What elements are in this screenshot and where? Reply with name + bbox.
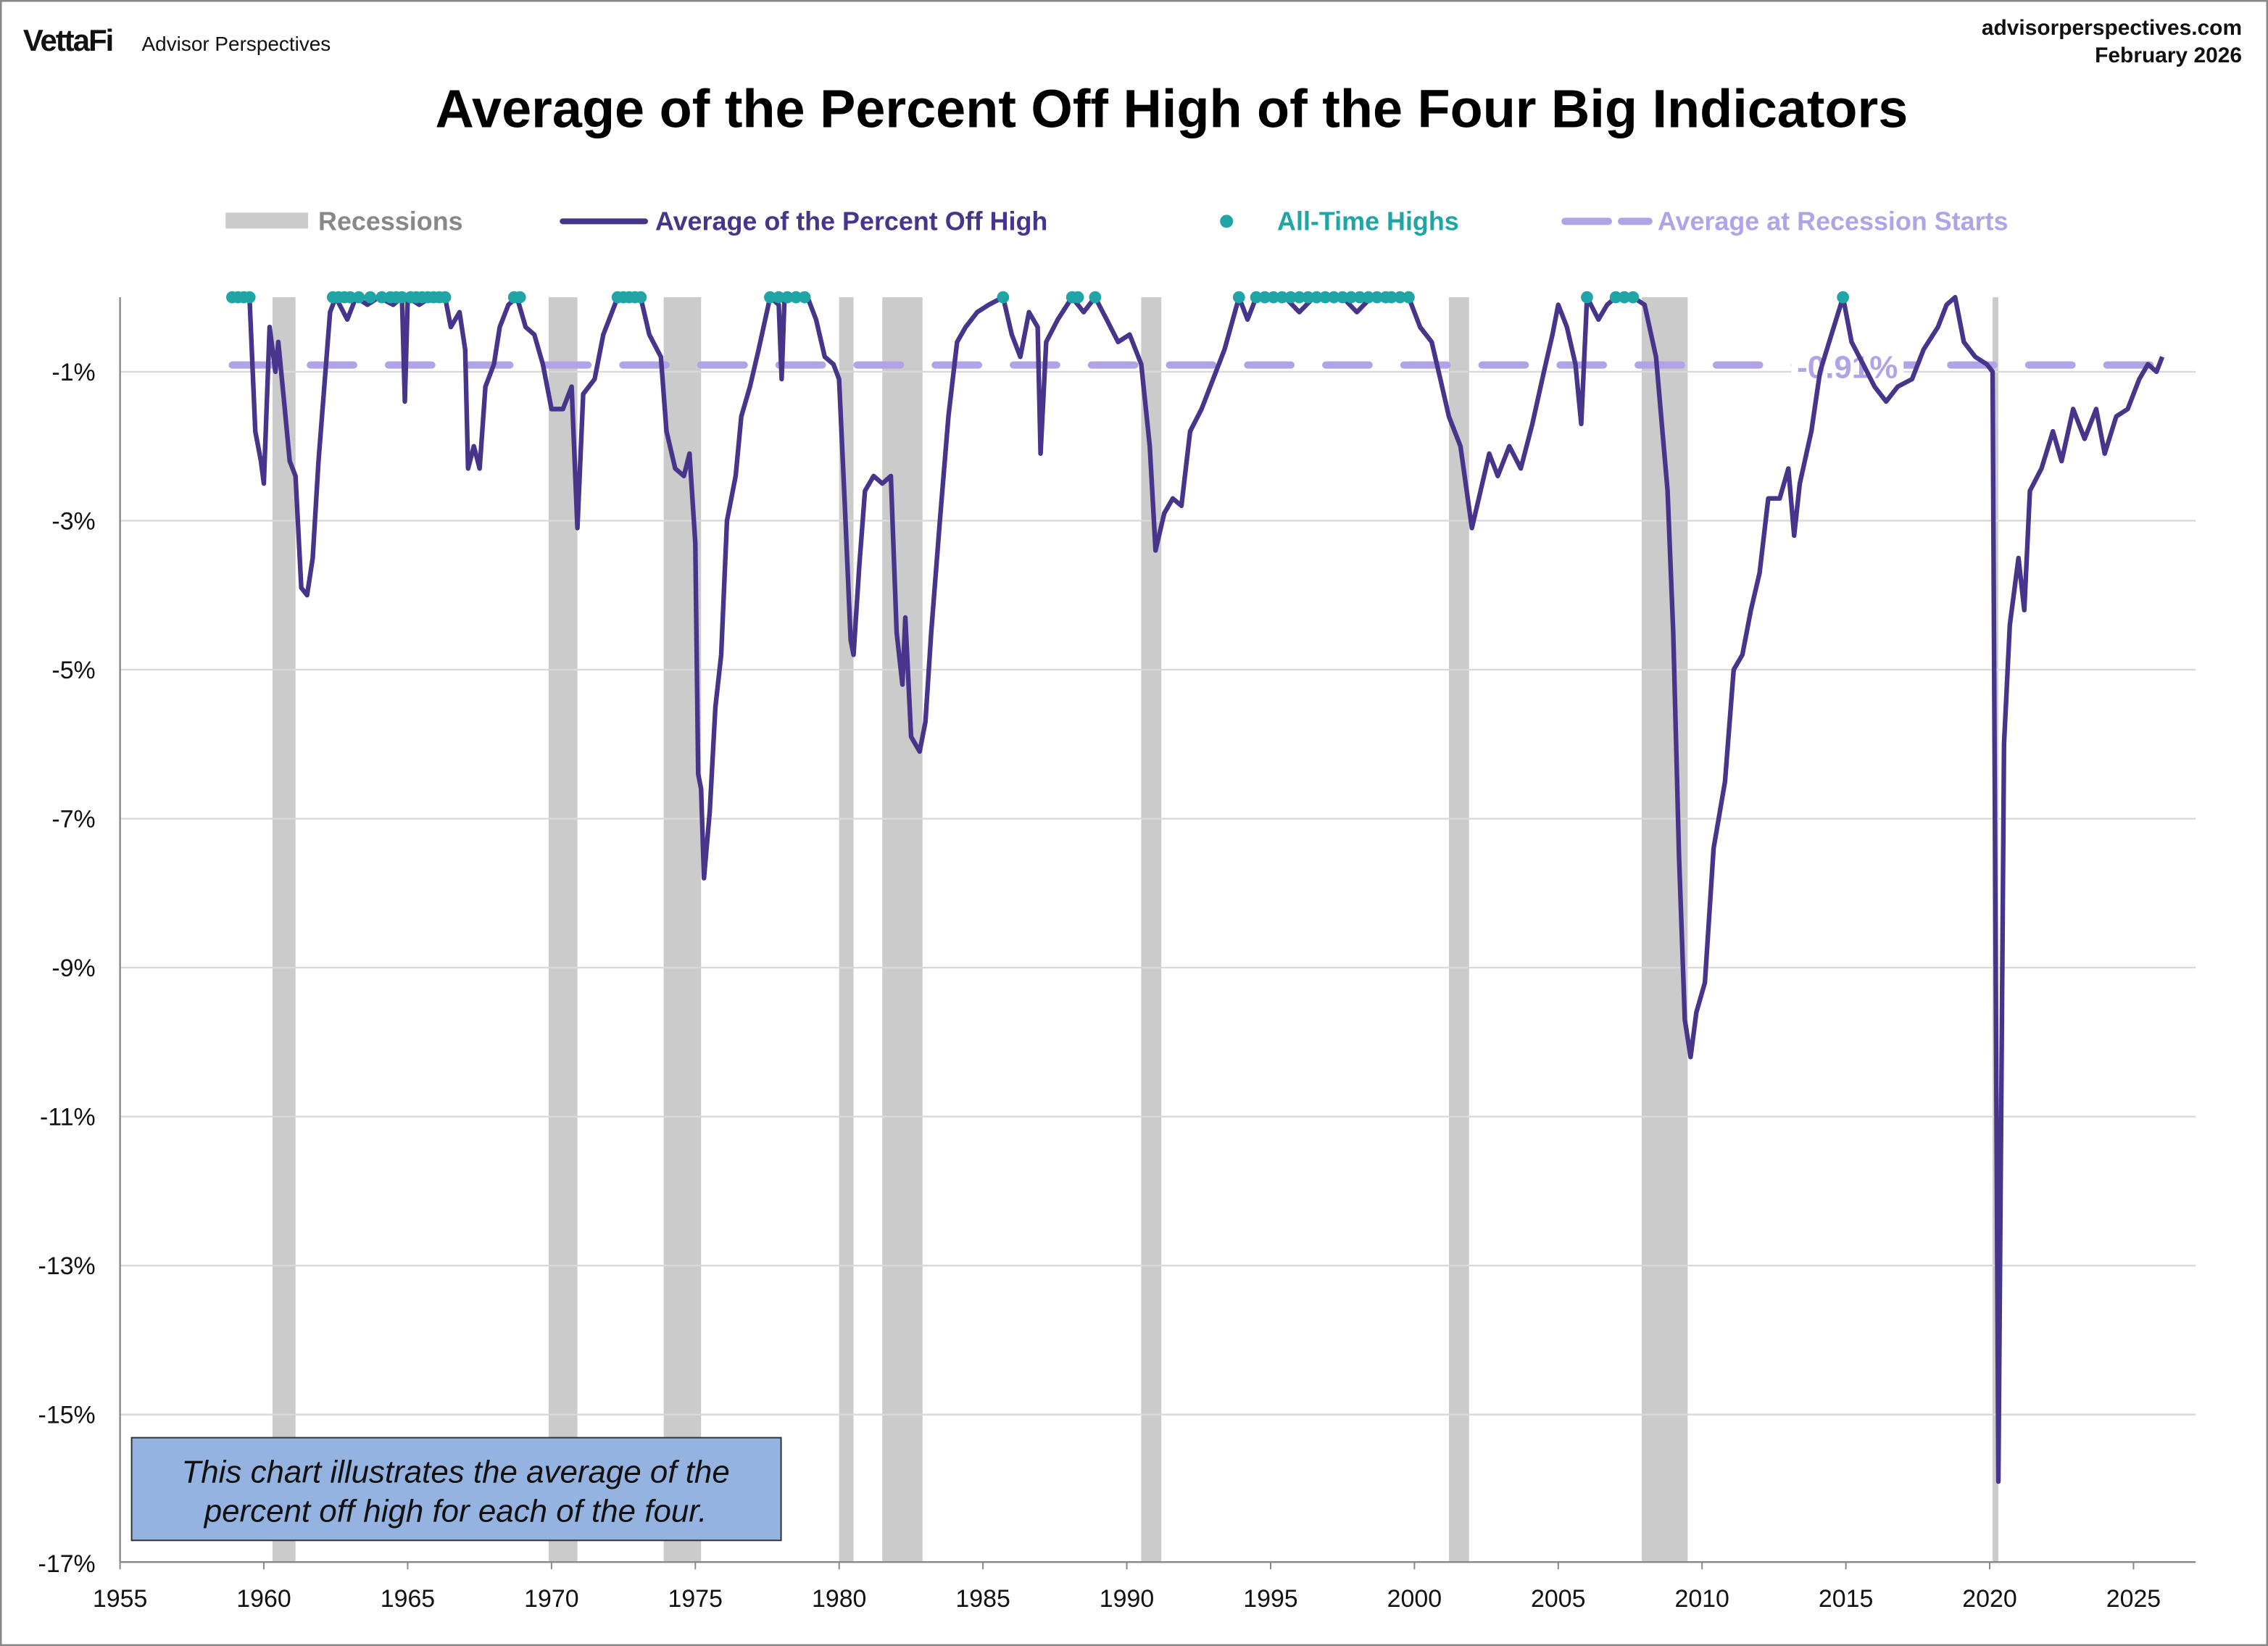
legend-recessions-label: Recessions bbox=[318, 206, 463, 236]
ath-dot bbox=[1293, 291, 1306, 304]
legend-avg-label: Average at Recession Starts bbox=[1658, 206, 2009, 236]
ath-dot bbox=[781, 291, 794, 304]
recession-band bbox=[663, 297, 702, 1563]
ath-dot bbox=[772, 291, 785, 304]
legend-ath-swatch bbox=[1220, 215, 1234, 228]
vettafi-logo: VettaFi bbox=[23, 23, 112, 57]
ath-dot bbox=[1310, 291, 1323, 304]
average-line-group: -0.91% bbox=[228, 346, 2169, 388]
x-tick-label: 1990 bbox=[1100, 1585, 1154, 1613]
series-line-average-percent-off-high bbox=[232, 294, 2165, 1484]
note-line-1: This chart illustrates the average of th… bbox=[181, 1454, 729, 1489]
ath-dot bbox=[1627, 291, 1640, 304]
ath-dot bbox=[1327, 291, 1340, 304]
ath-dot bbox=[1284, 291, 1297, 304]
ath-dot bbox=[634, 291, 647, 304]
y-tick-label: -7% bbox=[51, 805, 95, 833]
y-tick-label: -3% bbox=[51, 507, 95, 535]
x-tick-label: 2005 bbox=[1531, 1585, 1585, 1613]
x-axis: 1955 1960 1965 1970 1975 1980 1985 1990 1995 2000… bbox=[93, 1561, 2196, 1613]
note-line-2: percent off high for each of the four. bbox=[203, 1493, 707, 1529]
ath-dot bbox=[513, 291, 526, 304]
ath-dot bbox=[439, 291, 452, 304]
recession-band bbox=[548, 297, 578, 1563]
recession-band bbox=[1448, 297, 1469, 1563]
ath-dot bbox=[1609, 291, 1622, 304]
x-tick-label: 2025 bbox=[2106, 1585, 2161, 1613]
ath-dot bbox=[1089, 291, 1102, 304]
ath-dot bbox=[1371, 291, 1384, 304]
ath-dot bbox=[1394, 291, 1406, 304]
y-tick-label: -17% bbox=[38, 1550, 96, 1578]
ath-dot bbox=[375, 291, 389, 304]
average-label: -0.91% bbox=[1797, 350, 1898, 386]
ath-dot bbox=[798, 291, 811, 304]
legend-ath-label: All-Time Highs bbox=[1277, 206, 1459, 236]
chart-date: February 2026 bbox=[2095, 43, 2242, 67]
ath-dot bbox=[1362, 291, 1375, 304]
note-box: This chart illustrates the average of th… bbox=[130, 1437, 782, 1542]
y-tick-label: -5% bbox=[51, 657, 95, 684]
ath-dot bbox=[1302, 291, 1314, 304]
ath-dot bbox=[243, 291, 256, 304]
y-tick-label: -1% bbox=[51, 359, 95, 386]
site-url: advisorperspectives.com bbox=[1982, 16, 2242, 40]
ath-dot bbox=[364, 291, 377, 304]
ath-dot bbox=[1353, 291, 1366, 304]
ath-dot bbox=[1258, 291, 1271, 304]
chart-title: Average of the Percent Off High of the F… bbox=[435, 79, 1908, 139]
x-tick-label: 1970 bbox=[524, 1585, 578, 1613]
ath-dot bbox=[764, 291, 776, 304]
y-tick-label: -9% bbox=[51, 955, 95, 982]
average-label-bg bbox=[1791, 346, 1904, 388]
ath-dot bbox=[1071, 291, 1084, 304]
recession-band bbox=[272, 297, 296, 1563]
x-tick-label: 1995 bbox=[1243, 1585, 1297, 1613]
x-tick-label: 1975 bbox=[668, 1585, 723, 1613]
x-tick-label: 1955 bbox=[93, 1585, 147, 1613]
legend: Recessions Average of the Percent Off Hi… bbox=[225, 206, 2009, 236]
x-tick-label: 2010 bbox=[1674, 1585, 1729, 1613]
note-box-bg bbox=[130, 1437, 782, 1542]
ath-dot bbox=[997, 291, 1010, 304]
ath-dot bbox=[1276, 291, 1289, 304]
recession-bands bbox=[272, 297, 1998, 1563]
x-tick-label: 2020 bbox=[1962, 1585, 2016, 1613]
x-tick-label: 1965 bbox=[381, 1585, 435, 1613]
series-group bbox=[232, 294, 2165, 1484]
ath-dot bbox=[1581, 291, 1593, 304]
ath-dot bbox=[344, 291, 357, 304]
ath-dot bbox=[789, 291, 802, 304]
brand-name: Advisor Perspectives bbox=[142, 33, 331, 55]
ath-dot bbox=[1318, 291, 1332, 304]
ath-dots bbox=[226, 291, 1850, 304]
legend-recessions-swatch bbox=[225, 212, 309, 229]
legend-line-label: Average of the Percent Off High bbox=[655, 206, 1047, 236]
ath-dot bbox=[1250, 291, 1263, 304]
ath-dot bbox=[1837, 291, 1850, 304]
ath-dot bbox=[1618, 291, 1631, 304]
ath-dot bbox=[396, 291, 408, 304]
y-axis: -1% -3% -5% -7% -9% -11% -13% -15% -17% bbox=[38, 297, 121, 1578]
x-tick-label: 1960 bbox=[236, 1585, 291, 1613]
y-tick-label: -11% bbox=[40, 1104, 96, 1131]
ath-dot bbox=[1232, 291, 1245, 304]
recession-band bbox=[839, 297, 854, 1563]
y-tick-label: -13% bbox=[38, 1252, 96, 1280]
x-tick-label: 1985 bbox=[955, 1585, 1010, 1613]
ath-dot bbox=[1403, 291, 1415, 304]
ath-dot bbox=[1345, 291, 1358, 304]
ath-dot bbox=[1267, 291, 1280, 304]
x-tick-label: 1980 bbox=[812, 1585, 866, 1613]
y-tick-label: -15% bbox=[38, 1402, 96, 1429]
recession-band bbox=[882, 297, 923, 1563]
x-tick-label: 2015 bbox=[1819, 1585, 1873, 1613]
ath-dot bbox=[1385, 291, 1398, 304]
ath-dot bbox=[352, 291, 365, 304]
x-tick-label: 2000 bbox=[1387, 1585, 1442, 1613]
ath-dot bbox=[1336, 291, 1349, 304]
